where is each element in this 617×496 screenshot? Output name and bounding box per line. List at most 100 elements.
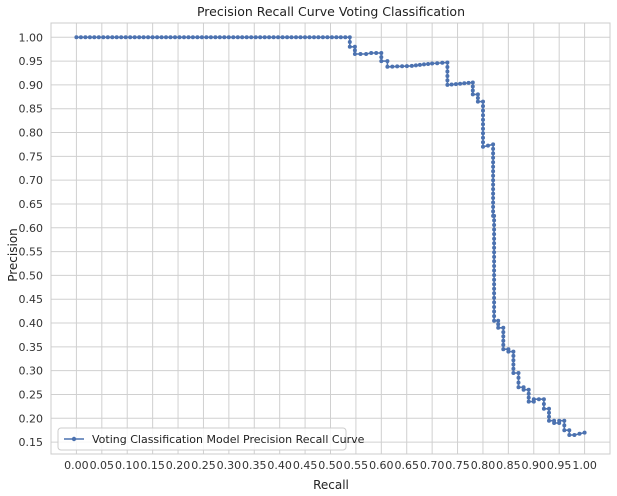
data-point bbox=[541, 406, 546, 411]
data-point bbox=[445, 60, 450, 65]
plot-area bbox=[50, 22, 611, 455]
data-point bbox=[562, 423, 567, 428]
data-point bbox=[364, 52, 369, 56]
y-tick-labels: 0.15 0.20 0.25 0.30 0.35 0.40 0.45 0.50 0.55 0.60… bbox=[19, 31, 44, 449]
data-point bbox=[208, 35, 213, 40]
data-point bbox=[511, 362, 516, 367]
data-point bbox=[511, 366, 516, 371]
data-point bbox=[231, 35, 236, 40]
data-point bbox=[541, 397, 546, 402]
data-point bbox=[395, 64, 400, 69]
data-point bbox=[74, 35, 79, 40]
data-point bbox=[329, 35, 334, 40]
data-point bbox=[481, 99, 485, 104]
data-point bbox=[325, 35, 330, 40]
legend: Voting Classification Model Precision Re… bbox=[57, 427, 365, 451]
data-point bbox=[374, 51, 379, 55]
data-point bbox=[511, 358, 516, 363]
data-point bbox=[492, 314, 497, 319]
data-point bbox=[491, 191, 496, 196]
data-point bbox=[453, 82, 458, 87]
data-point bbox=[491, 142, 496, 147]
data-point bbox=[352, 48, 357, 53]
data-point bbox=[475, 92, 480, 97]
data-point bbox=[132, 35, 137, 40]
data-point bbox=[511, 349, 516, 354]
data-point bbox=[379, 55, 384, 60]
x-tick-label: 0.15 bbox=[140, 459, 165, 472]
data-point bbox=[146, 35, 151, 40]
data-point bbox=[492, 259, 497, 264]
data-point bbox=[404, 64, 409, 69]
data-point bbox=[87, 35, 92, 40]
data-point bbox=[244, 35, 249, 40]
data-point bbox=[491, 178, 496, 183]
data-point bbox=[343, 35, 348, 40]
data-point bbox=[458, 81, 463, 86]
data-point bbox=[379, 59, 384, 64]
y-tick-label: 0.45 bbox=[19, 293, 44, 306]
series-layer bbox=[74, 35, 587, 437]
x-tick-label: 0.10 bbox=[115, 459, 140, 472]
data-point bbox=[491, 151, 496, 156]
data-point bbox=[547, 410, 551, 415]
data-point bbox=[501, 334, 506, 339]
data-point bbox=[96, 35, 101, 40]
data-point bbox=[521, 387, 526, 392]
x-tick-label: 0.65 bbox=[394, 459, 419, 472]
data-point bbox=[466, 80, 471, 85]
data-point bbox=[379, 51, 384, 55]
data-point bbox=[496, 322, 501, 327]
x-tick-label: 0.70 bbox=[420, 459, 445, 472]
x-tick-label: 1.00 bbox=[572, 459, 597, 472]
x-tick-label: 0.85 bbox=[496, 459, 521, 472]
data-point bbox=[413, 63, 418, 68]
data-point bbox=[334, 35, 339, 40]
x-tick-label: 0.50 bbox=[318, 459, 343, 472]
data-point bbox=[240, 35, 245, 40]
data-point bbox=[492, 291, 497, 296]
data-point bbox=[492, 223, 497, 227]
data-point bbox=[486, 143, 490, 148]
data-point bbox=[492, 309, 497, 314]
data-point bbox=[199, 35, 204, 40]
data-point bbox=[222, 35, 227, 40]
data-point bbox=[289, 35, 294, 40]
data-point bbox=[492, 305, 497, 309]
data-point bbox=[526, 387, 531, 392]
data-point bbox=[426, 62, 431, 66]
y-tick-label: 0.15 bbox=[19, 436, 44, 449]
data-point bbox=[409, 63, 414, 68]
data-point bbox=[491, 182, 496, 187]
data-point bbox=[501, 338, 506, 343]
x-tick-label: 0.55 bbox=[344, 459, 369, 472]
data-point bbox=[481, 108, 485, 113]
x-axis-label: Recall bbox=[313, 478, 349, 492]
data-point bbox=[445, 65, 450, 69]
data-point bbox=[105, 35, 110, 40]
data-point bbox=[501, 347, 506, 352]
data-point bbox=[491, 187, 496, 192]
data-point bbox=[526, 395, 531, 400]
data-point bbox=[352, 44, 357, 49]
data-point bbox=[491, 169, 496, 174]
data-point bbox=[128, 35, 133, 40]
y-tick-label: 0.40 bbox=[19, 317, 44, 330]
data-point bbox=[492, 254, 497, 259]
data-point bbox=[400, 64, 405, 69]
data-point bbox=[572, 433, 577, 437]
data-point bbox=[280, 35, 285, 40]
data-point bbox=[536, 397, 541, 402]
data-point bbox=[492, 277, 497, 282]
x-tick-label: 0.90 bbox=[522, 459, 547, 472]
data-point bbox=[470, 88, 475, 93]
data-point bbox=[155, 35, 160, 40]
data-point bbox=[164, 35, 168, 40]
data-point bbox=[562, 418, 567, 423]
data-point bbox=[516, 371, 521, 375]
data-point bbox=[567, 433, 572, 437]
data-point bbox=[491, 200, 496, 205]
x-tick-label: 0.00 bbox=[64, 459, 89, 472]
data-point bbox=[150, 35, 155, 40]
data-point bbox=[445, 74, 450, 78]
